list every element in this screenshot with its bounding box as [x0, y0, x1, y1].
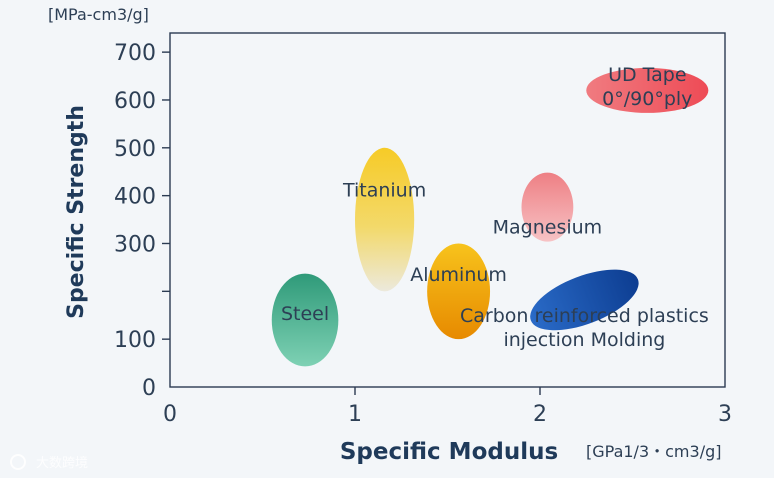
watermark-logo-icon	[10, 454, 26, 470]
y-tick-label-500: 500	[114, 137, 156, 162]
watermark-text: 大数跨境	[36, 456, 88, 471]
region-titanium	[355, 147, 415, 292]
x-axis-title: Specific Modulus	[340, 439, 558, 465]
region-label-titanium: Titanium	[342, 180, 426, 202]
region-ud-tape	[586, 67, 709, 113]
plot-frame	[169, 32, 726, 388]
y-axis-ticks: 0 100 300 400 500 600 700	[114, 41, 170, 401]
region-aluminum	[427, 243, 491, 340]
y-tick-label-300: 300	[114, 232, 156, 257]
region-label-steel: Steel	[281, 303, 329, 325]
region-label-ud-tape-2: 0°/90°ply	[602, 88, 692, 110]
region-label-carbon-reinforced-plastics-2: injection Molding	[503, 329, 665, 351]
x-tick-label-0: 0	[163, 402, 177, 427]
x-tick-label-3: 3	[718, 402, 732, 427]
y-axis-title: Specific Strength	[64, 105, 89, 319]
material-regions: Steel Titanium Aluminum Magnesium Carbon rei…	[271, 64, 709, 367]
watermark: 大数跨境	[10, 454, 88, 471]
y-tick-label-600: 600	[114, 89, 156, 114]
y-tick-label-700: 700	[114, 41, 156, 66]
y-tick-label-100: 100	[114, 328, 156, 353]
y-axis-unit: [MPa-cm3/g]	[48, 5, 149, 24]
region-magnesium	[521, 172, 574, 242]
region-steel	[271, 273, 339, 367]
x-tick-label-2: 2	[533, 402, 547, 427]
y-tick-label-400: 400	[114, 185, 156, 210]
x-axis-ticks: 0 1 2 3	[163, 387, 732, 427]
y-tick-label-0: 0	[142, 376, 156, 401]
region-label-aluminum: Aluminum	[410, 264, 507, 286]
region-label-ud-tape-1: UD Tape	[608, 64, 686, 86]
x-tick-label-1: 1	[348, 402, 362, 427]
region-carbon-reinforced-plastics	[530, 269, 639, 331]
region-label-carbon-reinforced-plastics-1: Carbon reinforced plastics	[460, 305, 709, 327]
x-axis-unit: [GPa1/3・cm3/g]	[586, 442, 721, 461]
region-label-magnesium: Magnesium	[493, 216, 603, 238]
